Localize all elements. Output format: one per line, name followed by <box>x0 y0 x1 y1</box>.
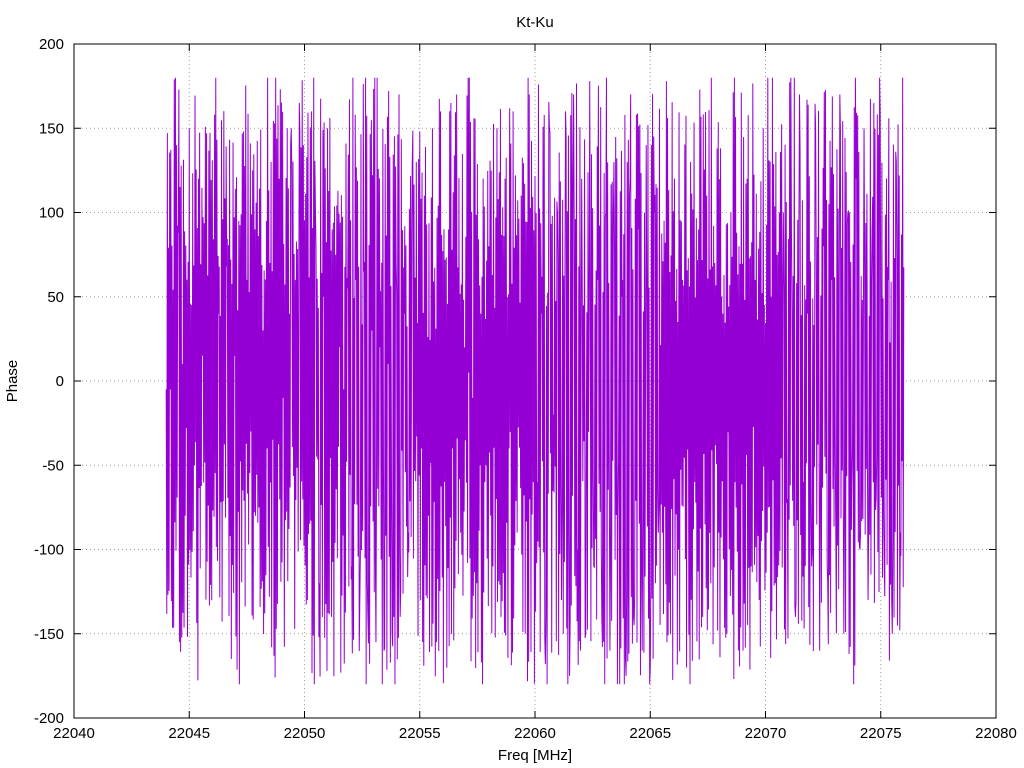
x-tick-label: 22075 <box>860 725 902 742</box>
x-tick-label: 22050 <box>284 725 326 742</box>
x-axis-label: Freq [MHz] <box>498 747 572 764</box>
y-tick-label: -100 <box>34 542 64 559</box>
y-tick-label: 100 <box>39 205 64 222</box>
x-tick-label: 22040 <box>53 725 95 742</box>
y-tick-label: 50 <box>47 289 64 306</box>
x-tick-label: 22055 <box>399 725 441 742</box>
y-tick-label: -50 <box>42 457 64 474</box>
x-tick-label: 22065 <box>629 725 671 742</box>
y-tick-label: 0 <box>56 373 64 390</box>
x-tick-label: 22070 <box>745 725 787 742</box>
x-tick-label: 22045 <box>168 725 210 742</box>
x-tick-label: 22060 <box>514 725 556 742</box>
x-tick-label: 22080 <box>975 725 1017 742</box>
y-tick-label: 150 <box>39 120 64 137</box>
y-axis-label: Phase <box>4 360 21 403</box>
chart-title: Kt-Ku <box>516 14 554 31</box>
y-tick-label: -200 <box>34 710 64 727</box>
y-tick-label: -150 <box>34 626 64 643</box>
y-tick-label: 200 <box>39 36 64 53</box>
